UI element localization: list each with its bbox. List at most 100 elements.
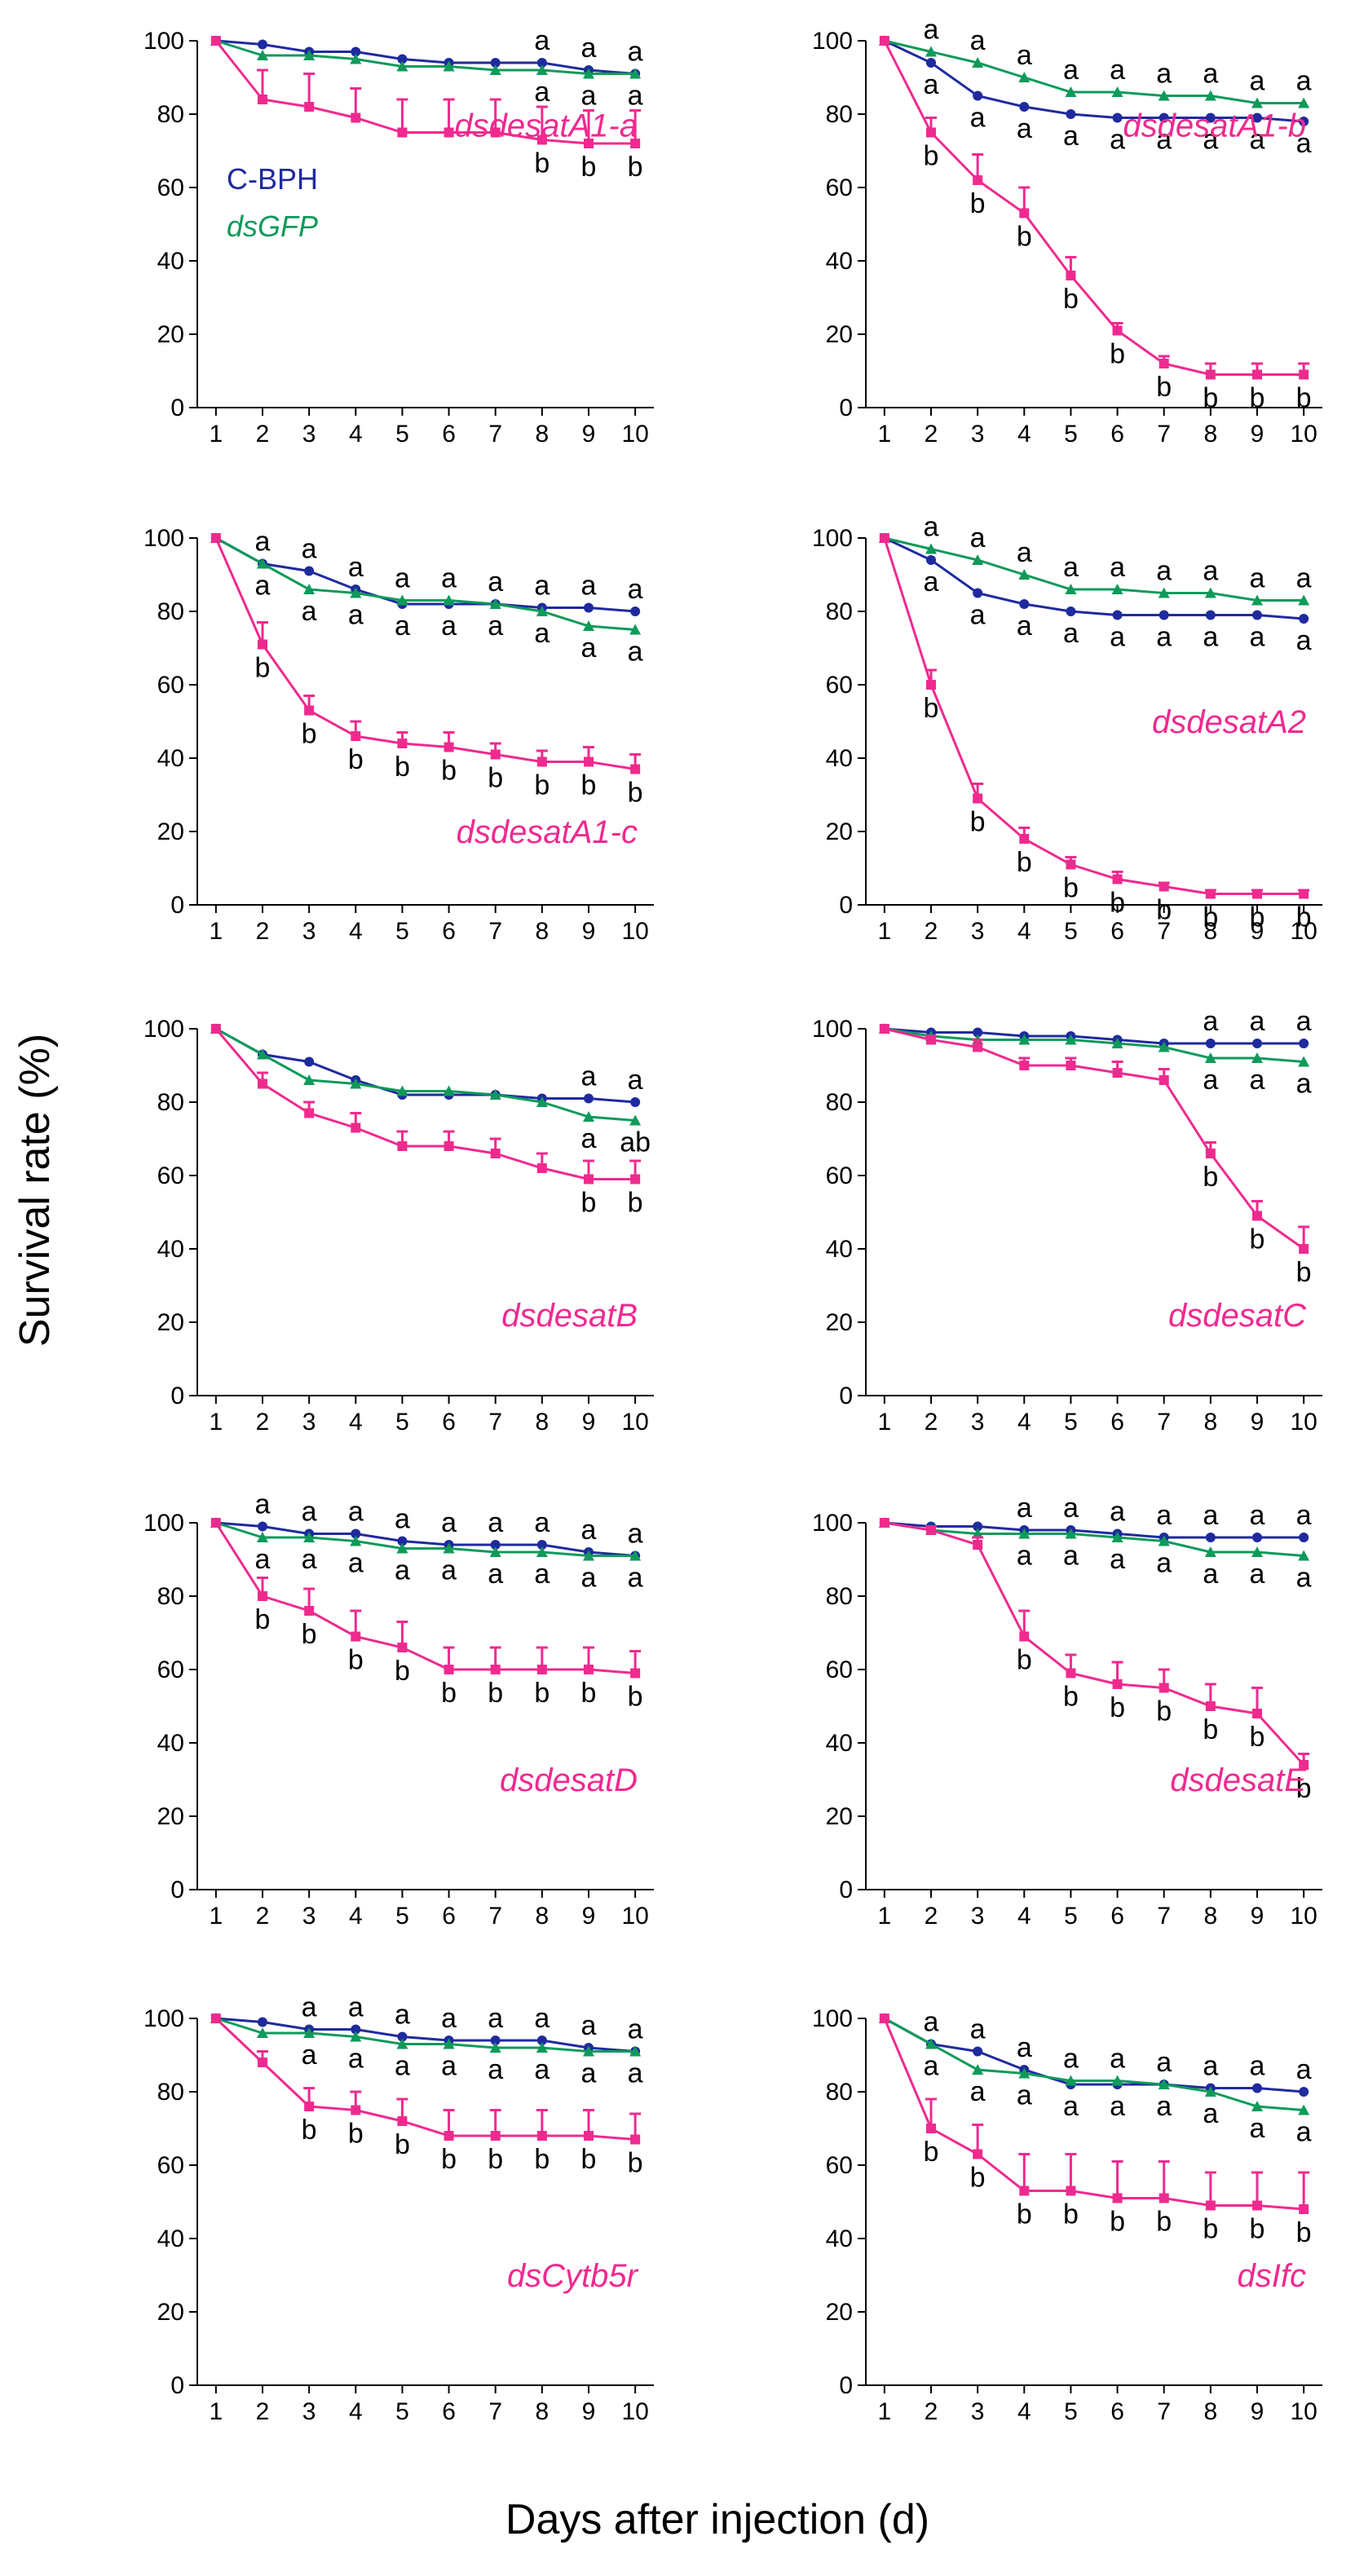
- significance-letter-top: a: [302, 534, 317, 565]
- significance-letter-mid: ab: [620, 1127, 651, 1158]
- data-point: [1252, 1211, 1262, 1221]
- data-point: [973, 1027, 983, 1038]
- series-dsdesatA1-b: [879, 36, 1310, 380]
- series-line: [214, 2017, 636, 2141]
- significance-letter-top: a: [534, 25, 550, 56]
- legend: C-BPH dsGFP: [227, 162, 318, 243]
- y-tick-label: 60: [826, 1162, 853, 1189]
- data-point: [630, 2134, 641, 2145]
- significance-letter-top: a: [1250, 1006, 1265, 1037]
- y-tick-label: 80: [157, 1583, 184, 1610]
- data-point: [210, 2014, 221, 2023]
- series-dsGFP: [878, 1023, 1310, 1067]
- data-point: [1159, 1075, 1169, 1085]
- x-tick-label: 6: [1110, 2398, 1124, 2425]
- data-point: [258, 639, 267, 650]
- x-tick-label: 5: [395, 1903, 409, 1930]
- data-point: [973, 793, 983, 804]
- data-point: [536, 1540, 547, 1550]
- significance-letter-top: a: [534, 2003, 550, 2034]
- data-point: [1066, 1061, 1076, 1070]
- significance-letter-mid: a: [581, 633, 597, 664]
- x-tick-label: 3: [971, 2398, 985, 2425]
- significance-letter-bottom: b: [924, 693, 939, 724]
- data-point: [258, 2058, 267, 2067]
- x-tick-label: 1: [210, 1409, 223, 1436]
- significance-letter-mid: a: [348, 2044, 364, 2075]
- significance-letter-bottom: b: [1063, 284, 1079, 315]
- significance-letter-top: a: [534, 571, 550, 602]
- data-point: [489, 64, 501, 75]
- x-tick-label: 3: [302, 2398, 316, 2425]
- significance-letter-top: a: [924, 15, 939, 46]
- panel-title: dsdesatB: [501, 1298, 638, 1334]
- x-tick-label: 7: [1157, 1903, 1171, 1930]
- significance-letter-bottom: b: [581, 152, 597, 183]
- significance-letter-top: a: [628, 1519, 643, 1550]
- y-tick-label: 20: [157, 818, 184, 845]
- significance-letter-mid: a: [534, 77, 550, 108]
- x-tick-label: 9: [1251, 2398, 1265, 2425]
- data-point: [583, 2045, 594, 2057]
- x-tick-label: 9: [1251, 421, 1265, 448]
- data-point: [397, 54, 408, 64]
- legend-entry-dsgfp: dsGFP: [227, 210, 318, 243]
- significance-letter-mid: a: [1250, 1559, 1265, 1590]
- significance-letter-mid: a: [1203, 1065, 1218, 1096]
- x-tick-label: 3: [302, 1903, 316, 1930]
- significance-letter-bottom: b: [1156, 1696, 1172, 1727]
- data-point: [397, 127, 408, 138]
- significance-letter-bottom: b: [1156, 2207, 1172, 2238]
- y-tick-label: 0: [839, 395, 853, 421]
- data-point: [630, 764, 641, 774]
- series-line: [215, 39, 636, 75]
- significance-letter-top: a: [970, 25, 986, 56]
- data-point: [351, 731, 361, 741]
- series-line: [215, 1027, 636, 1104]
- significance-letter-mid: a: [441, 2051, 457, 2082]
- y-tick-label: 0: [170, 2372, 184, 2399]
- significance-letter-mid: a: [1110, 1544, 1125, 1575]
- significance-letter-bottom: b: [581, 1188, 597, 1219]
- data-point: [973, 2046, 983, 2057]
- significance-letter-mid: a: [970, 103, 986, 134]
- series-line: [215, 1027, 636, 1122]
- significance-letter-mid: a: [1156, 2091, 1172, 2122]
- significance-letter-mid: a: [1250, 2113, 1265, 2144]
- data-point: [1299, 1244, 1309, 1254]
- data-point: [1158, 587, 1170, 598]
- x-tick-label: 3: [971, 1409, 985, 1436]
- significance-letter-mid: a: [348, 600, 364, 631]
- data-point: [879, 1518, 889, 1528]
- significance-letter-bottom: b: [1110, 339, 1125, 370]
- data-point: [304, 1108, 315, 1118]
- significance-letter-bottom: b: [581, 770, 597, 801]
- x-tick-label: 10: [1290, 918, 1317, 945]
- x-tick-label: 4: [349, 1903, 363, 1930]
- data-point: [584, 756, 594, 767]
- data-point: [926, 555, 936, 565]
- significance-letter-bottom: b: [970, 188, 986, 219]
- data-point: [629, 1550, 642, 1561]
- data-point: [536, 606, 548, 616]
- data-point: [303, 1532, 316, 1542]
- significance-letter-mid: a: [488, 611, 503, 642]
- data-point: [1018, 1034, 1031, 1045]
- data-point: [536, 64, 548, 75]
- series-C-BPH: [879, 2014, 1309, 2097]
- significance-letter-bottom: b: [441, 1678, 457, 1709]
- panel-title: dsdesatD: [500, 1762, 638, 1798]
- significance-letter-bottom: b: [970, 2163, 986, 2194]
- x-tick-label: 1: [210, 918, 223, 945]
- data-point: [490, 1540, 501, 1550]
- data-point: [925, 46, 937, 57]
- data-point: [1066, 1668, 1076, 1678]
- data-point: [1019, 2186, 1030, 2196]
- series-line: [884, 39, 1304, 104]
- data-point: [443, 1542, 455, 1554]
- significance-letter-top: a: [1156, 1500, 1172, 1531]
- y-axis-label: Survival rate (%): [11, 1034, 59, 1347]
- panel-title: dsdesatA1-a: [454, 108, 638, 144]
